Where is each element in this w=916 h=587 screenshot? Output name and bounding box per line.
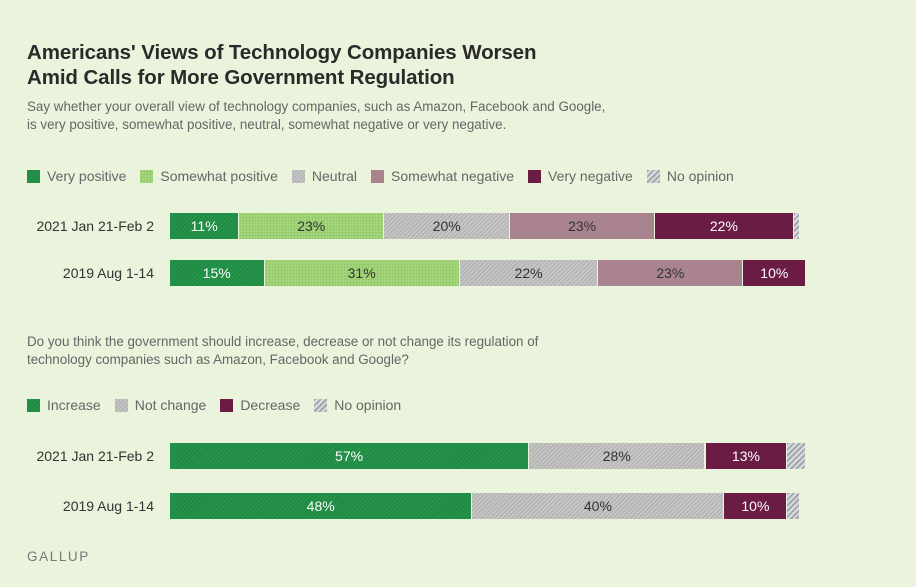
data-label: 13% <box>731 448 760 464</box>
legend-swatch-sompos <box>140 169 154 183</box>
data-label: 23% <box>656 265 685 281</box>
legend-item-sompos: Somewhat positive <box>140 168 278 184</box>
data-label: 23% <box>297 218 326 234</box>
bar-segment-increase: 48% <box>170 493 473 519</box>
data-label: 22% <box>709 218 738 234</box>
legend-item-noop: No opinion <box>314 397 401 413</box>
bar-segment-decrease: 13% <box>705 443 788 469</box>
question-line: technology companies such as Amazon, Fac… <box>27 351 409 367</box>
question-line: is very positive, somewhat positive, neu… <box>27 116 507 132</box>
bar-segment-veryneg: 10% <box>743 260 807 286</box>
bar-segment-somneg: 23% <box>510 213 656 239</box>
regulation-chart-question: Do you think the government should incre… <box>27 333 538 368</box>
data-label: 23% <box>568 218 597 234</box>
question-line: Do you think the government should incre… <box>27 334 539 349</box>
bar-segment-verypos: 15% <box>170 260 265 286</box>
data-label: 10% <box>741 498 770 514</box>
bar-segment-noop <box>793 213 800 239</box>
regulation-chart-legend: Increase Not change Decrease No opinion <box>27 397 415 413</box>
legend-swatch-decrease <box>220 398 234 412</box>
legend-item-somneg: Somewhat negative <box>371 168 514 184</box>
data-label: 15% <box>202 265 231 281</box>
legend-item-decrease: Decrease <box>220 397 300 413</box>
bar-segment-somneg: 23% <box>598 260 744 286</box>
legend-label: No opinion <box>666 168 734 184</box>
legend-swatch-veryneg <box>528 169 541 183</box>
question-line: Say whether your overall view of technol… <box>27 99 606 114</box>
legend-label: Somewhat negative <box>391 168 514 184</box>
legend-label: Decrease <box>240 397 301 413</box>
legend-item-noop: No opinion <box>646 168 734 184</box>
bar-segment-verypos: 11% <box>170 213 240 239</box>
legend-label: Somewhat positive <box>160 168 278 184</box>
legend-label: Not change <box>134 397 207 413</box>
data-label: 28% <box>602 448 631 464</box>
legend-swatch-verypos <box>27 169 40 183</box>
bar-segment-sompos: 23% <box>239 213 385 239</box>
legend-swatch-somneg <box>371 169 385 183</box>
bar-segment-notchange: 28% <box>529 443 706 469</box>
chart-title-line-1: Americans' Views of Technology Companies… <box>27 41 537 64</box>
row-label: 2019 Aug 1-14 <box>62 498 154 514</box>
data-label: 57% <box>335 448 364 464</box>
views-chart-question: Say whether your overall view of technol… <box>27 98 605 133</box>
bar-segment-increase: 57% <box>170 443 530 469</box>
gallup-logo: GALLUP <box>27 549 90 564</box>
legend-swatch-neutral <box>291 169 305 183</box>
data-label: 11% <box>190 218 218 234</box>
data-label: 48% <box>306 498 335 514</box>
data-label: 10% <box>760 265 789 281</box>
chart-title-line-2: Amid Calls for More Government Regulatio… <box>27 66 455 89</box>
bar-segment-noop <box>787 493 800 519</box>
legend-item-increase: Increase <box>27 397 101 413</box>
legend-item-veryneg: Very negative <box>528 168 633 184</box>
legend-label: Very negative <box>548 168 633 184</box>
legend-swatch-notchange <box>114 398 128 412</box>
legend-label: Very positive <box>47 168 127 184</box>
bar-segment-noop <box>787 443 807 469</box>
bar-segment-sompos: 31% <box>264 260 460 286</box>
row-label: 2021 Jan 21-Feb 2 <box>36 448 154 464</box>
bar-segment-neutral: 22% <box>459 260 599 286</box>
bar-segment-notchange: 40% <box>472 493 725 519</box>
legend-label: No opinion <box>334 397 402 413</box>
views-chart-legend: Very positive Somewhat positive Neutral Som… <box>27 168 748 184</box>
row-label: 2021 Jan 21-Feb 2 <box>36 218 154 234</box>
data-label: 31% <box>347 265 376 281</box>
row-label: 2019 Aug 1-14 <box>62 265 154 281</box>
legend-item-notchange: Not change <box>114 397 207 413</box>
legend-item-verypos: Very positive <box>27 168 126 184</box>
bar-segment-decrease: 10% <box>724 493 788 519</box>
legend-swatch-noop <box>314 398 328 412</box>
chart-title: Americans' Views of Technology Companies… <box>27 40 537 90</box>
data-label: 22% <box>514 265 543 281</box>
legend-item-neutral: Neutral <box>291 168 358 184</box>
data-label: 20% <box>432 218 461 234</box>
bar-segment-neutral: 20% <box>384 213 511 239</box>
legend-label: Increase <box>47 397 101 413</box>
bar-segment-veryneg: 22% <box>655 213 794 239</box>
data-label: 40% <box>583 498 612 514</box>
legend-label: Neutral <box>311 168 358 184</box>
legend-swatch-increase <box>27 398 40 412</box>
legend-swatch-noop <box>646 169 660 183</box>
